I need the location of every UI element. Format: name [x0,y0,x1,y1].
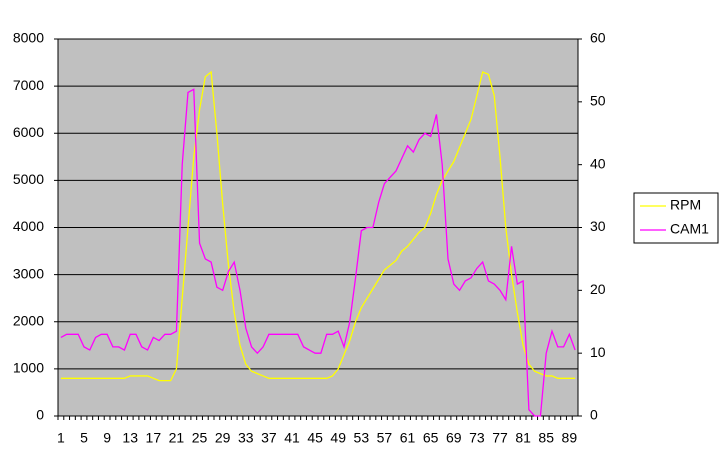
x-tick-label: 73 [469,430,485,446]
x-tick-label: 45 [307,430,323,446]
x-tick-label: 49 [330,430,346,446]
series-line [60,88,576,417]
y-tick-label: 2000 [13,312,44,328]
y-tick-label: 0 [36,407,44,423]
x-tick-label: 65 [423,430,439,446]
x-tick-label: 53 [354,430,370,446]
y-tick-label: 3000 [13,265,44,281]
x-tick-label: 13 [122,430,138,446]
x-tick-label: 17 [146,430,162,446]
x-tick-label: 89 [562,430,578,446]
x-tick-label: 81 [515,430,531,446]
y2-tick-label: 30 [590,218,606,234]
x-tick-label: 29 [215,430,231,446]
y-tick-label: 8000 [13,30,44,46]
y-tick-label: 1000 [13,360,44,376]
x-tick-label: 33 [238,430,254,446]
y2-tick-label: 50 [590,93,606,109]
y2-tick-label: 60 [590,30,606,46]
x-tick-label: 5 [80,430,88,446]
x-tick-label: 1 [57,430,65,446]
x-tick-label: 37 [261,430,277,446]
series-line [60,70,576,382]
y-tick-label: 7000 [13,77,44,93]
y2-tick-label: 40 [590,155,606,171]
x-tick-label: 9 [103,430,111,446]
x-tick-label: 77 [492,430,508,446]
y2-tick-label: 0 [590,407,598,423]
x-tick-label: 41 [284,430,300,446]
legend-label: RPM [670,197,701,213]
x-tick-label: 61 [400,430,416,446]
x-tick-label: 21 [169,430,185,446]
x-tick-label: 85 [538,430,554,446]
y-tick-label: 4000 [13,218,44,234]
y2-tick-label: 20 [590,281,606,297]
legend-label: CAM1 [670,221,709,237]
y-tick-label: 6000 [13,124,44,140]
x-tick-label: 25 [192,430,208,446]
x-tick-label: 69 [446,430,462,446]
legend-box [633,192,719,244]
y2-tick-label: 10 [590,344,606,360]
y-tick-label: 5000 [13,171,44,187]
x-tick-label: 57 [377,430,393,446]
